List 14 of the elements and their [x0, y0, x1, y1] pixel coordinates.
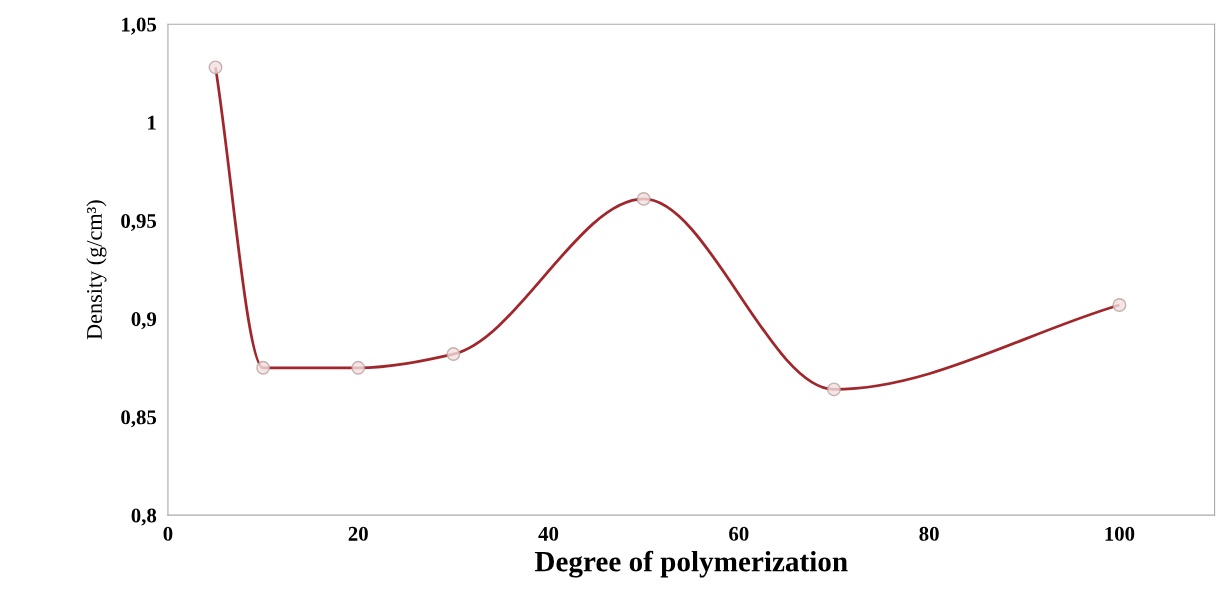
y-tick-label: 1,05 [122, 17, 157, 35]
x-tick-label: 80 [919, 526, 939, 541]
x-axis-title: Degree of polymerization [534, 550, 848, 578]
y-tick-label: 0,8 [131, 508, 157, 526]
y-tick-label: 0,85 [121, 410, 157, 428]
x-tick-label: 0 [163, 526, 173, 541]
y-tick-label: 0,95 [121, 213, 157, 231]
x-tick-label: 100 [1105, 526, 1135, 541]
x-tick-label: 40 [538, 526, 559, 541]
x-tick-label: 60 [729, 526, 749, 541]
x-tick-label: 20 [348, 526, 368, 541]
y-tick-label: 0,9 [131, 312, 157, 330]
y-axis-title: Density (g/cm³) [86, 200, 107, 340]
y-tick-label: 1 [148, 115, 156, 130]
